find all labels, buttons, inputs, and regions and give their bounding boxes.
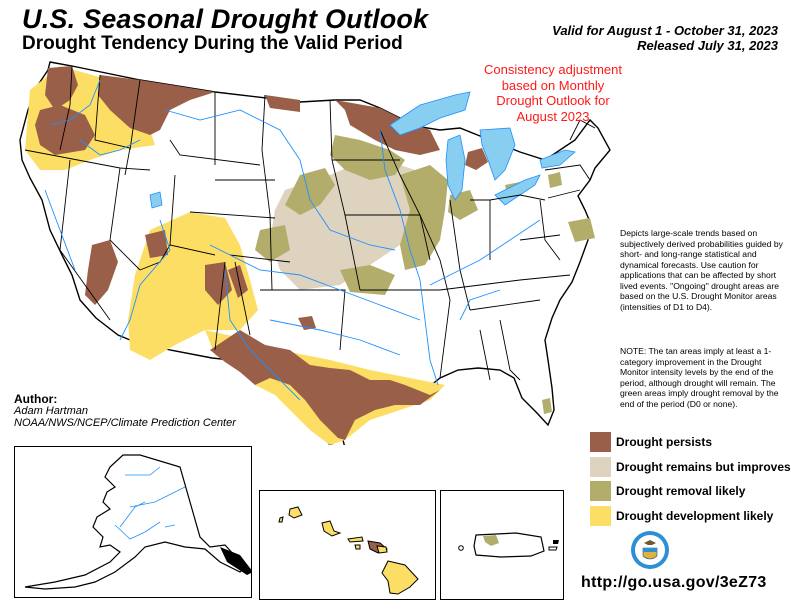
legend-swatch-persists bbox=[590, 432, 611, 452]
map-subtitle: Drought Tendency During the Valid Period bbox=[22, 33, 403, 54]
maui-east bbox=[376, 545, 388, 554]
kauai bbox=[288, 506, 303, 519]
state-borders bbox=[24, 65, 596, 381]
great-salt-lake bbox=[149, 191, 163, 209]
legend-swatch-improves bbox=[590, 456, 611, 477]
fl-green bbox=[542, 398, 552, 414]
red-river bbox=[269, 319, 401, 356]
niihau bbox=[278, 516, 284, 523]
author-name: Adam Hartman bbox=[14, 405, 88, 417]
midwest-green-1 bbox=[330, 135, 405, 180]
vieques bbox=[548, 546, 558, 551]
va-green bbox=[568, 218, 595, 242]
pnw-brown-1 bbox=[45, 66, 78, 110]
ohio-river bbox=[429, 219, 541, 286]
author-block: Author: Adam Hartman NOAA/NWS/NCEP/Clima… bbox=[14, 393, 236, 429]
consistency-line-3: Drought Outlook for bbox=[496, 93, 610, 108]
legend: Drought persists Drought remains but imp… bbox=[590, 432, 791, 530]
tx-brown bbox=[210, 330, 440, 440]
alaska-map bbox=[24, 454, 253, 590]
note-text: NOTE: The tan areas imply at least a 1-c… bbox=[620, 346, 779, 409]
midwest-green-5 bbox=[340, 265, 395, 295]
missouri-river bbox=[164, 109, 396, 251]
legend-item-persists: Drought persists bbox=[590, 432, 791, 452]
tennessee-river bbox=[459, 289, 501, 321]
midwest-green-3 bbox=[400, 165, 448, 270]
legend-swatch-development bbox=[590, 505, 611, 526]
hawaii-inset bbox=[259, 490, 436, 600]
culebra bbox=[553, 540, 559, 544]
mich-brown bbox=[465, 148, 488, 170]
legend-item-improves: Drought remains but improves bbox=[590, 456, 791, 477]
arkansas-river bbox=[209, 244, 421, 321]
ny-green bbox=[548, 172, 562, 188]
consistency-line-4: August 2023 bbox=[516, 108, 590, 124]
consistency-annotation: Consistency adjustment based on Monthly … bbox=[462, 62, 644, 124]
lake-michigan bbox=[445, 134, 466, 201]
conus-map bbox=[19, 61, 611, 445]
author-org: NOAA/NWS/NCEP/Climate Prediction Center bbox=[14, 417, 236, 429]
alaska-inset bbox=[14, 446, 253, 598]
alaska-rivers bbox=[114, 466, 186, 540]
map-title: U.S. Seasonal Drought Outlook bbox=[22, 4, 429, 34]
rio-grande bbox=[224, 269, 301, 401]
lake-huron bbox=[479, 127, 516, 181]
mona-island bbox=[458, 545, 464, 551]
columbia-river bbox=[49, 79, 101, 126]
minn-brown bbox=[335, 100, 440, 155]
pnw-brown-2 bbox=[35, 105, 95, 155]
midwest-green-2 bbox=[285, 168, 335, 215]
ndak-brown bbox=[265, 95, 300, 112]
legend-swatch-removal bbox=[590, 481, 611, 501]
lake-superior bbox=[389, 91, 471, 136]
utah-brown bbox=[145, 230, 168, 258]
puerto-rico-inset bbox=[440, 490, 564, 600]
colorado-river bbox=[119, 219, 171, 341]
california-river bbox=[44, 189, 76, 271]
outlook-url-link[interactable]: http://go.usa.gov/3eZ73 bbox=[581, 574, 767, 591]
snake-river bbox=[79, 139, 141, 156]
nevada-brown bbox=[85, 240, 118, 305]
legend-label: Drought persists bbox=[616, 435, 713, 449]
pr-removal-area bbox=[483, 535, 499, 546]
puerto-rico-map bbox=[458, 532, 559, 558]
author-heading: Author: bbox=[14, 392, 58, 406]
description-text: Depicts large-scale trends based on subj… bbox=[620, 228, 783, 312]
hawaii-map bbox=[278, 506, 419, 595]
mississippi-river bbox=[379, 129, 439, 386]
legend-item-removal: Drought removal likely bbox=[590, 481, 791, 501]
montana-brown bbox=[140, 80, 215, 135]
doc-seal-icon bbox=[631, 531, 669, 569]
alaska-panhandle bbox=[220, 547, 253, 575]
hawaii-islands bbox=[278, 506, 419, 595]
legend-label: Drought remains but improves bbox=[616, 459, 791, 474]
release-date: Released July 31, 2023 bbox=[637, 38, 778, 53]
valid-period: Valid for August 1 - October 31, 2023 bbox=[552, 23, 778, 38]
legend-label: Drought development likely bbox=[616, 508, 774, 523]
legend-item-development: Drought development likely bbox=[590, 505, 791, 526]
co-brown bbox=[228, 265, 248, 298]
consistency-line-1: Consistency adjustment bbox=[483, 62, 622, 77]
midwest-green-4 bbox=[255, 225, 290, 262]
consistency-line-2: based on Monthly bbox=[501, 77, 605, 93]
lake-ontario bbox=[539, 149, 576, 169]
oahu bbox=[321, 520, 342, 537]
rivers bbox=[44, 79, 541, 401]
persists-areas bbox=[35, 66, 488, 440]
lanai bbox=[354, 544, 361, 550]
big-island bbox=[381, 560, 419, 595]
legend-label: Drought removal likely bbox=[616, 484, 746, 498]
molokai bbox=[347, 536, 364, 543]
valid-period-block: Valid for August 1 - October 31, 2023 Re… bbox=[552, 23, 778, 53]
